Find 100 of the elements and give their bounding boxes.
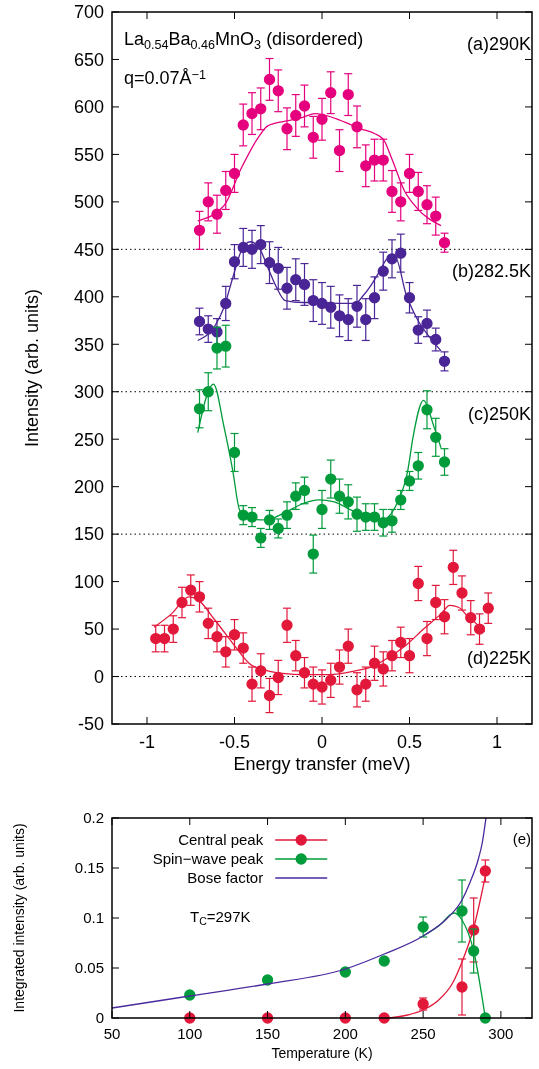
point [456, 587, 468, 599]
y-tick-label: 0.2 [83, 809, 104, 827]
point [272, 262, 284, 274]
x-tick-label: 200 [332, 1025, 358, 1042]
y-tick-label: 150 [73, 524, 104, 545]
point [421, 632, 433, 645]
point [421, 317, 433, 330]
point [325, 473, 337, 485]
point [403, 167, 416, 180]
point [456, 905, 468, 917]
point [263, 73, 276, 86]
y-axis-title: Intensity (arb. units) [22, 288, 42, 448]
y-axis-title: Integrated intensity (arb. units) [11, 823, 27, 1013]
point [298, 278, 311, 291]
point [298, 484, 311, 497]
point [193, 315, 206, 328]
point [290, 490, 302, 502]
legend-label: Spin−wave peak [152, 850, 264, 868]
point [482, 602, 494, 614]
annotation: (b)282.5K [451, 261, 531, 281]
x-axis-title: Energy transfer (meV) [233, 754, 411, 774]
point [360, 313, 372, 326]
point [412, 185, 424, 198]
point [438, 611, 451, 623]
point [185, 584, 197, 596]
point [237, 119, 249, 131]
x-tick-label: 100 [177, 1025, 203, 1042]
point [281, 123, 293, 135]
x-tick-label: 300 [488, 1025, 514, 1042]
point [403, 475, 416, 487]
point [333, 310, 346, 322]
legend-label: Central peak [178, 831, 264, 849]
point [421, 199, 433, 211]
y-tick-label: 0 [95, 1009, 104, 1027]
point [220, 340, 232, 352]
point [412, 460, 424, 472]
point [438, 237, 451, 249]
point [281, 282, 293, 294]
point [316, 113, 328, 125]
point [395, 636, 407, 649]
annotation: T$_{C}$=297K [190, 908, 251, 928]
point [220, 646, 232, 658]
point [298, 100, 311, 112]
point [228, 446, 241, 459]
point [255, 532, 267, 544]
point [272, 671, 284, 684]
point [246, 678, 258, 690]
point [351, 684, 363, 696]
y-tick-label: 500 [73, 192, 104, 213]
point [456, 981, 468, 993]
annotation: (e) [512, 830, 531, 847]
annotation: (c)250K [467, 404, 531, 424]
y-tick-label: 700 [73, 2, 104, 23]
point [237, 642, 249, 654]
point [447, 561, 459, 574]
point [386, 515, 398, 527]
y-tick-label: 600 [73, 97, 104, 118]
annotation: q=0.07Å$^{−1}$ [124, 67, 206, 88]
point [430, 210, 442, 222]
y-tick-label: 0.1 [83, 909, 104, 927]
point [272, 85, 284, 97]
point [342, 313, 354, 326]
x-axis-title: Temperature (K) [271, 1045, 373, 1061]
point [342, 640, 354, 652]
x-tick-label: -0.5 [218, 732, 251, 752]
point [412, 577, 424, 590]
point [325, 87, 337, 99]
y-tick-label: 550 [73, 144, 104, 165]
y-tick-label: 0 [93, 666, 104, 687]
annotation: La$_{0.54}$Ba$_{0.46}$MnO$_{3}$ (disordered) [124, 29, 364, 52]
point [325, 674, 337, 686]
x-tick-label: 1 [491, 732, 503, 752]
point [211, 631, 223, 643]
y-tick-label: 450 [73, 239, 104, 260]
point [228, 629, 241, 641]
point [360, 678, 372, 690]
point [333, 490, 346, 502]
point [272, 522, 284, 535]
point [377, 663, 389, 675]
point [202, 196, 214, 208]
point [255, 103, 267, 115]
point [342, 88, 354, 101]
y-tick-label: 100 [73, 571, 104, 592]
point [220, 184, 232, 197]
point [290, 274, 302, 286]
point [430, 596, 442, 609]
x-tick-label: -1 [138, 732, 156, 752]
x-tick-label: 150 [255, 1025, 281, 1042]
point [342, 496, 354, 508]
point [395, 247, 407, 259]
x-tick-label: 0.5 [396, 732, 423, 752]
point [377, 154, 389, 166]
y-tick-label: 200 [73, 476, 104, 497]
point [307, 131, 319, 143]
point [360, 160, 372, 172]
point [386, 185, 398, 198]
point [316, 503, 328, 516]
point [333, 144, 346, 157]
point [290, 650, 302, 662]
point [193, 224, 206, 236]
